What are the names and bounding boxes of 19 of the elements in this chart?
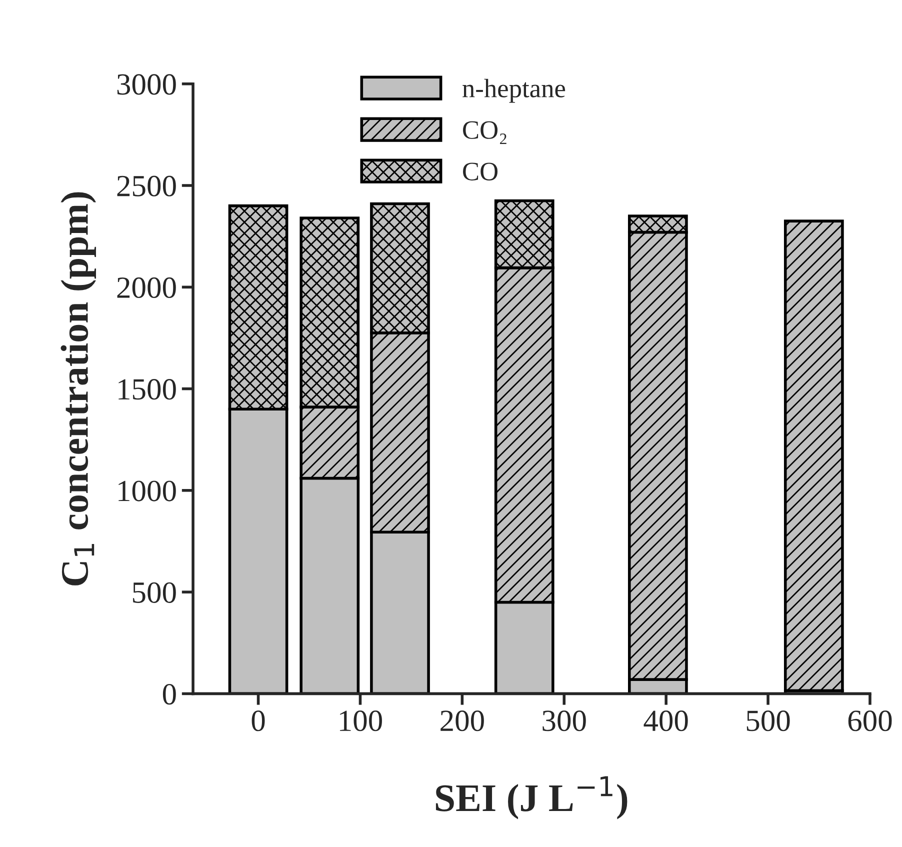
y-tick-label: 2000 [117, 277, 176, 298]
x-tick-label: 600 [848, 710, 892, 732]
x-tick-label: 400 [644, 710, 688, 732]
legend-label: n-heptane [462, 78, 566, 103]
x-tick-label: 100 [340, 710, 382, 732]
x-tick-label: 500 [746, 710, 790, 732]
y-tick-label: 1000 [118, 480, 176, 502]
x-tick-label: 300 [542, 710, 586, 732]
legend-label: CO₂ [463, 121, 506, 144]
y-tick-label: 3000 [117, 74, 176, 95]
y-tick-label: 0 [162, 684, 176, 705]
y-axis-title: C$_{1}$ concentration (ppm) [60, 192, 96, 586]
x-tick-label: 0 [252, 710, 265, 732]
y-tick-label: 1500 [118, 379, 176, 400]
legend-label: CO [463, 162, 498, 180]
y-tick-label: 500 [133, 582, 176, 603]
x-tick-label: 200 [440, 710, 484, 732]
y-tick-label: 2500 [117, 176, 176, 196]
x-axis-title: SEI (J L$^{−1}$) [436, 776, 628, 820]
